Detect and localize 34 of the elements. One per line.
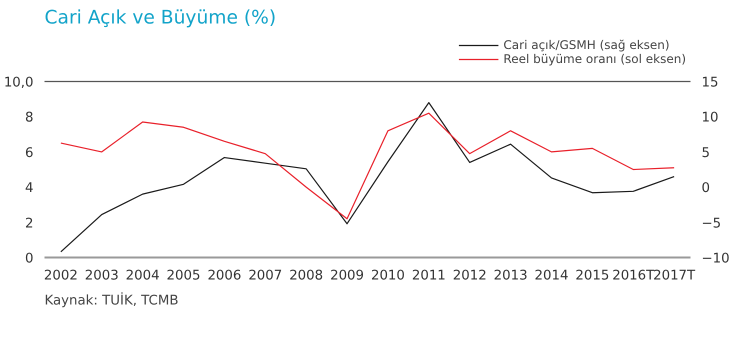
x-tick-label: 2010 bbox=[370, 268, 405, 284]
x-tick-label: 2009 bbox=[330, 268, 364, 284]
x-tick-label: 2002 bbox=[44, 268, 78, 284]
y2-tick-label: 10 bbox=[702, 110, 718, 126]
y2-tick-label: 0 bbox=[702, 181, 710, 196]
y-tick-label: 8 bbox=[25, 110, 34, 126]
legend-label: Cari açık/GSMH (sağ eksen) bbox=[503, 38, 670, 52]
y-tick-label: 6 bbox=[25, 146, 34, 161]
x-tick-label: 2015 bbox=[575, 268, 610, 284]
x-tick-label: 2014 bbox=[534, 268, 568, 284]
y-tick-label: 2 bbox=[25, 216, 34, 232]
y2-tick-label: −10 bbox=[702, 252, 730, 266]
y-tick-label: 4 bbox=[25, 181, 34, 196]
y2-tick-label: 15 bbox=[702, 76, 718, 90]
x-tick-label: 2005 bbox=[166, 268, 200, 284]
x-tick-label: 2016T bbox=[612, 268, 656, 284]
line-series bbox=[60, 102, 675, 252]
chart-title: Cari Açık ve Büyüme (%) bbox=[44, 8, 276, 28]
x-tick-label: 2013 bbox=[494, 268, 528, 284]
x-tick-label: 2012 bbox=[452, 268, 487, 284]
x-tick-label: 2007 bbox=[248, 268, 282, 284]
legend-label: Reel büyüme oranı (sol eksen) bbox=[503, 52, 686, 66]
y-tick-label: 10,0 bbox=[4, 76, 34, 90]
x-tick-label: 2011 bbox=[412, 268, 446, 284]
x-tick-label: 2003 bbox=[84, 268, 119, 284]
y-tick-label: 0 bbox=[25, 252, 34, 266]
x-tick-label: 2017T bbox=[653, 268, 696, 284]
y2-tick-label: 5 bbox=[702, 146, 710, 161]
x-tick-label: 2008 bbox=[289, 268, 324, 284]
y2-tick-label: −5 bbox=[702, 216, 722, 232]
line-series bbox=[60, 112, 675, 220]
text: Kaynak: TUİK, TCMB bbox=[44, 292, 178, 308]
x-tick-label: 2006 bbox=[207, 268, 242, 284]
x-tick-label: 2004 bbox=[126, 268, 160, 284]
